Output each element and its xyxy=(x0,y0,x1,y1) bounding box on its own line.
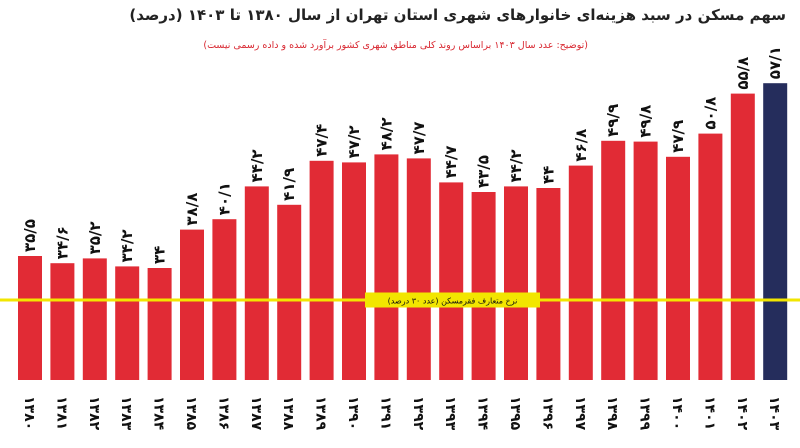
x-tick-label: ۱۳۸۳ xyxy=(118,396,134,431)
chart-subtitle: (توضیح: عدد سال ۱۴۰۳ براساس روند کلی منا… xyxy=(203,40,588,51)
bar-value-label: ۴۹/۸ xyxy=(637,105,655,138)
bar xyxy=(277,204,302,380)
bar-value-label: ۴۶/۸ xyxy=(572,129,590,162)
bar xyxy=(180,229,204,380)
bar-value-label: ۵۷/۱ xyxy=(766,46,784,79)
bar xyxy=(536,188,561,380)
bar xyxy=(18,256,42,380)
x-tick-label: ۱۳۸۴ xyxy=(151,396,167,431)
bar xyxy=(342,162,366,380)
bar xyxy=(471,192,496,380)
x-tick-label: ۱۳۹۱ xyxy=(377,396,393,430)
x-tick-label: ۱۳۸۵ xyxy=(183,396,199,431)
x-tick-label: ۱۳۸۲ xyxy=(86,396,102,431)
x-tick-label: ۱۴۰۱ xyxy=(701,396,717,430)
x-tick-label: ۱۳۸۹ xyxy=(313,396,329,431)
x-tick-label: ۱۳۹۹ xyxy=(637,396,653,431)
x-tick-label: ۱۳۸۷ xyxy=(248,396,264,431)
bar xyxy=(406,158,431,380)
bar-value-label: ۳۴/۲ xyxy=(118,229,136,262)
bar xyxy=(730,93,755,380)
x-tick-label: ۱۴۰۳ xyxy=(766,396,782,431)
bar-value-label: ۳۵/۲ xyxy=(86,221,104,254)
bar xyxy=(82,258,107,380)
bar-value-label: ۴۳/۵ xyxy=(475,155,493,188)
bar-value-label: ۳۵/۵ xyxy=(21,219,39,252)
reference-label-box xyxy=(365,292,540,308)
bar xyxy=(698,133,723,380)
bar xyxy=(633,141,658,380)
x-tick-label: ۱۴۰۰ xyxy=(669,396,685,430)
bar xyxy=(309,160,334,380)
bar-value-label: ۵۵/۸ xyxy=(734,57,752,90)
bar-value-label: ۴۷/۲ xyxy=(345,125,363,158)
bar-value-label: ۵۰/۸ xyxy=(701,97,719,130)
bar-value-label: ۴۴ xyxy=(539,166,557,184)
bar xyxy=(439,182,464,380)
bar xyxy=(666,156,690,380)
reference-line-label: نرخ متعارف فقرمسکن (عدد ۳۰ درصد) xyxy=(388,297,518,306)
bar-value-label: ۴۱/۹ xyxy=(280,168,298,201)
bar xyxy=(763,83,788,380)
x-tick-label: ۱۳۸۰ xyxy=(21,396,37,430)
bar xyxy=(504,186,528,380)
x-tick-label: ۱۳۹۰ xyxy=(345,396,361,430)
x-tick-label: ۱۳۹۲ xyxy=(410,396,426,431)
bar-value-label: ۴۷/۹ xyxy=(669,120,687,153)
x-tick-label: ۱۳۸۸ xyxy=(280,396,296,431)
x-tick-label: ۱۴۰۲ xyxy=(734,396,750,431)
bar-value-label: ۴۰/۱ xyxy=(215,182,233,215)
bar xyxy=(147,268,172,380)
bar-value-label: ۳۸/۸ xyxy=(183,193,201,226)
bar-value-label: ۴۷/۷ xyxy=(410,121,428,154)
bar xyxy=(50,263,75,380)
x-tick-label: ۱۳۹۷ xyxy=(572,396,588,431)
x-tick-label: ۱۳۸۶ xyxy=(215,396,231,430)
bar-value-label: ۴۴/۲ xyxy=(248,149,266,182)
x-tick-label: ۱۳۹۸ xyxy=(604,396,620,431)
bar-value-label: ۴۴/۲ xyxy=(507,149,525,182)
x-tick-label: ۱۳۹۶ xyxy=(539,396,555,430)
x-tick-label: ۱۳۸۱ xyxy=(53,396,69,430)
bar-value-label: ۴۴/۷ xyxy=(442,145,460,178)
x-tick-label: ۱۳۹۴ xyxy=(475,396,491,431)
bar xyxy=(244,186,269,380)
bar xyxy=(374,154,399,380)
x-tick-label: ۱۳۹۳ xyxy=(442,396,458,431)
bar-value-label: ۴۹/۹ xyxy=(604,104,622,137)
bar xyxy=(115,266,140,380)
bar-value-label: ۴۸/۲ xyxy=(377,117,395,150)
bar-value-label: ۳۴ xyxy=(151,246,169,264)
bar xyxy=(568,165,593,380)
bar-value-label: ۳۴/۶ xyxy=(53,226,71,259)
bar xyxy=(601,140,626,380)
chart-title: سهم مسکن در سبد هزینه‌ای خانوارهای شهری … xyxy=(129,6,786,24)
x-tick-label: ۱۳۹۵ xyxy=(507,396,523,431)
bar-value-label: ۴۷/۴ xyxy=(313,124,331,157)
